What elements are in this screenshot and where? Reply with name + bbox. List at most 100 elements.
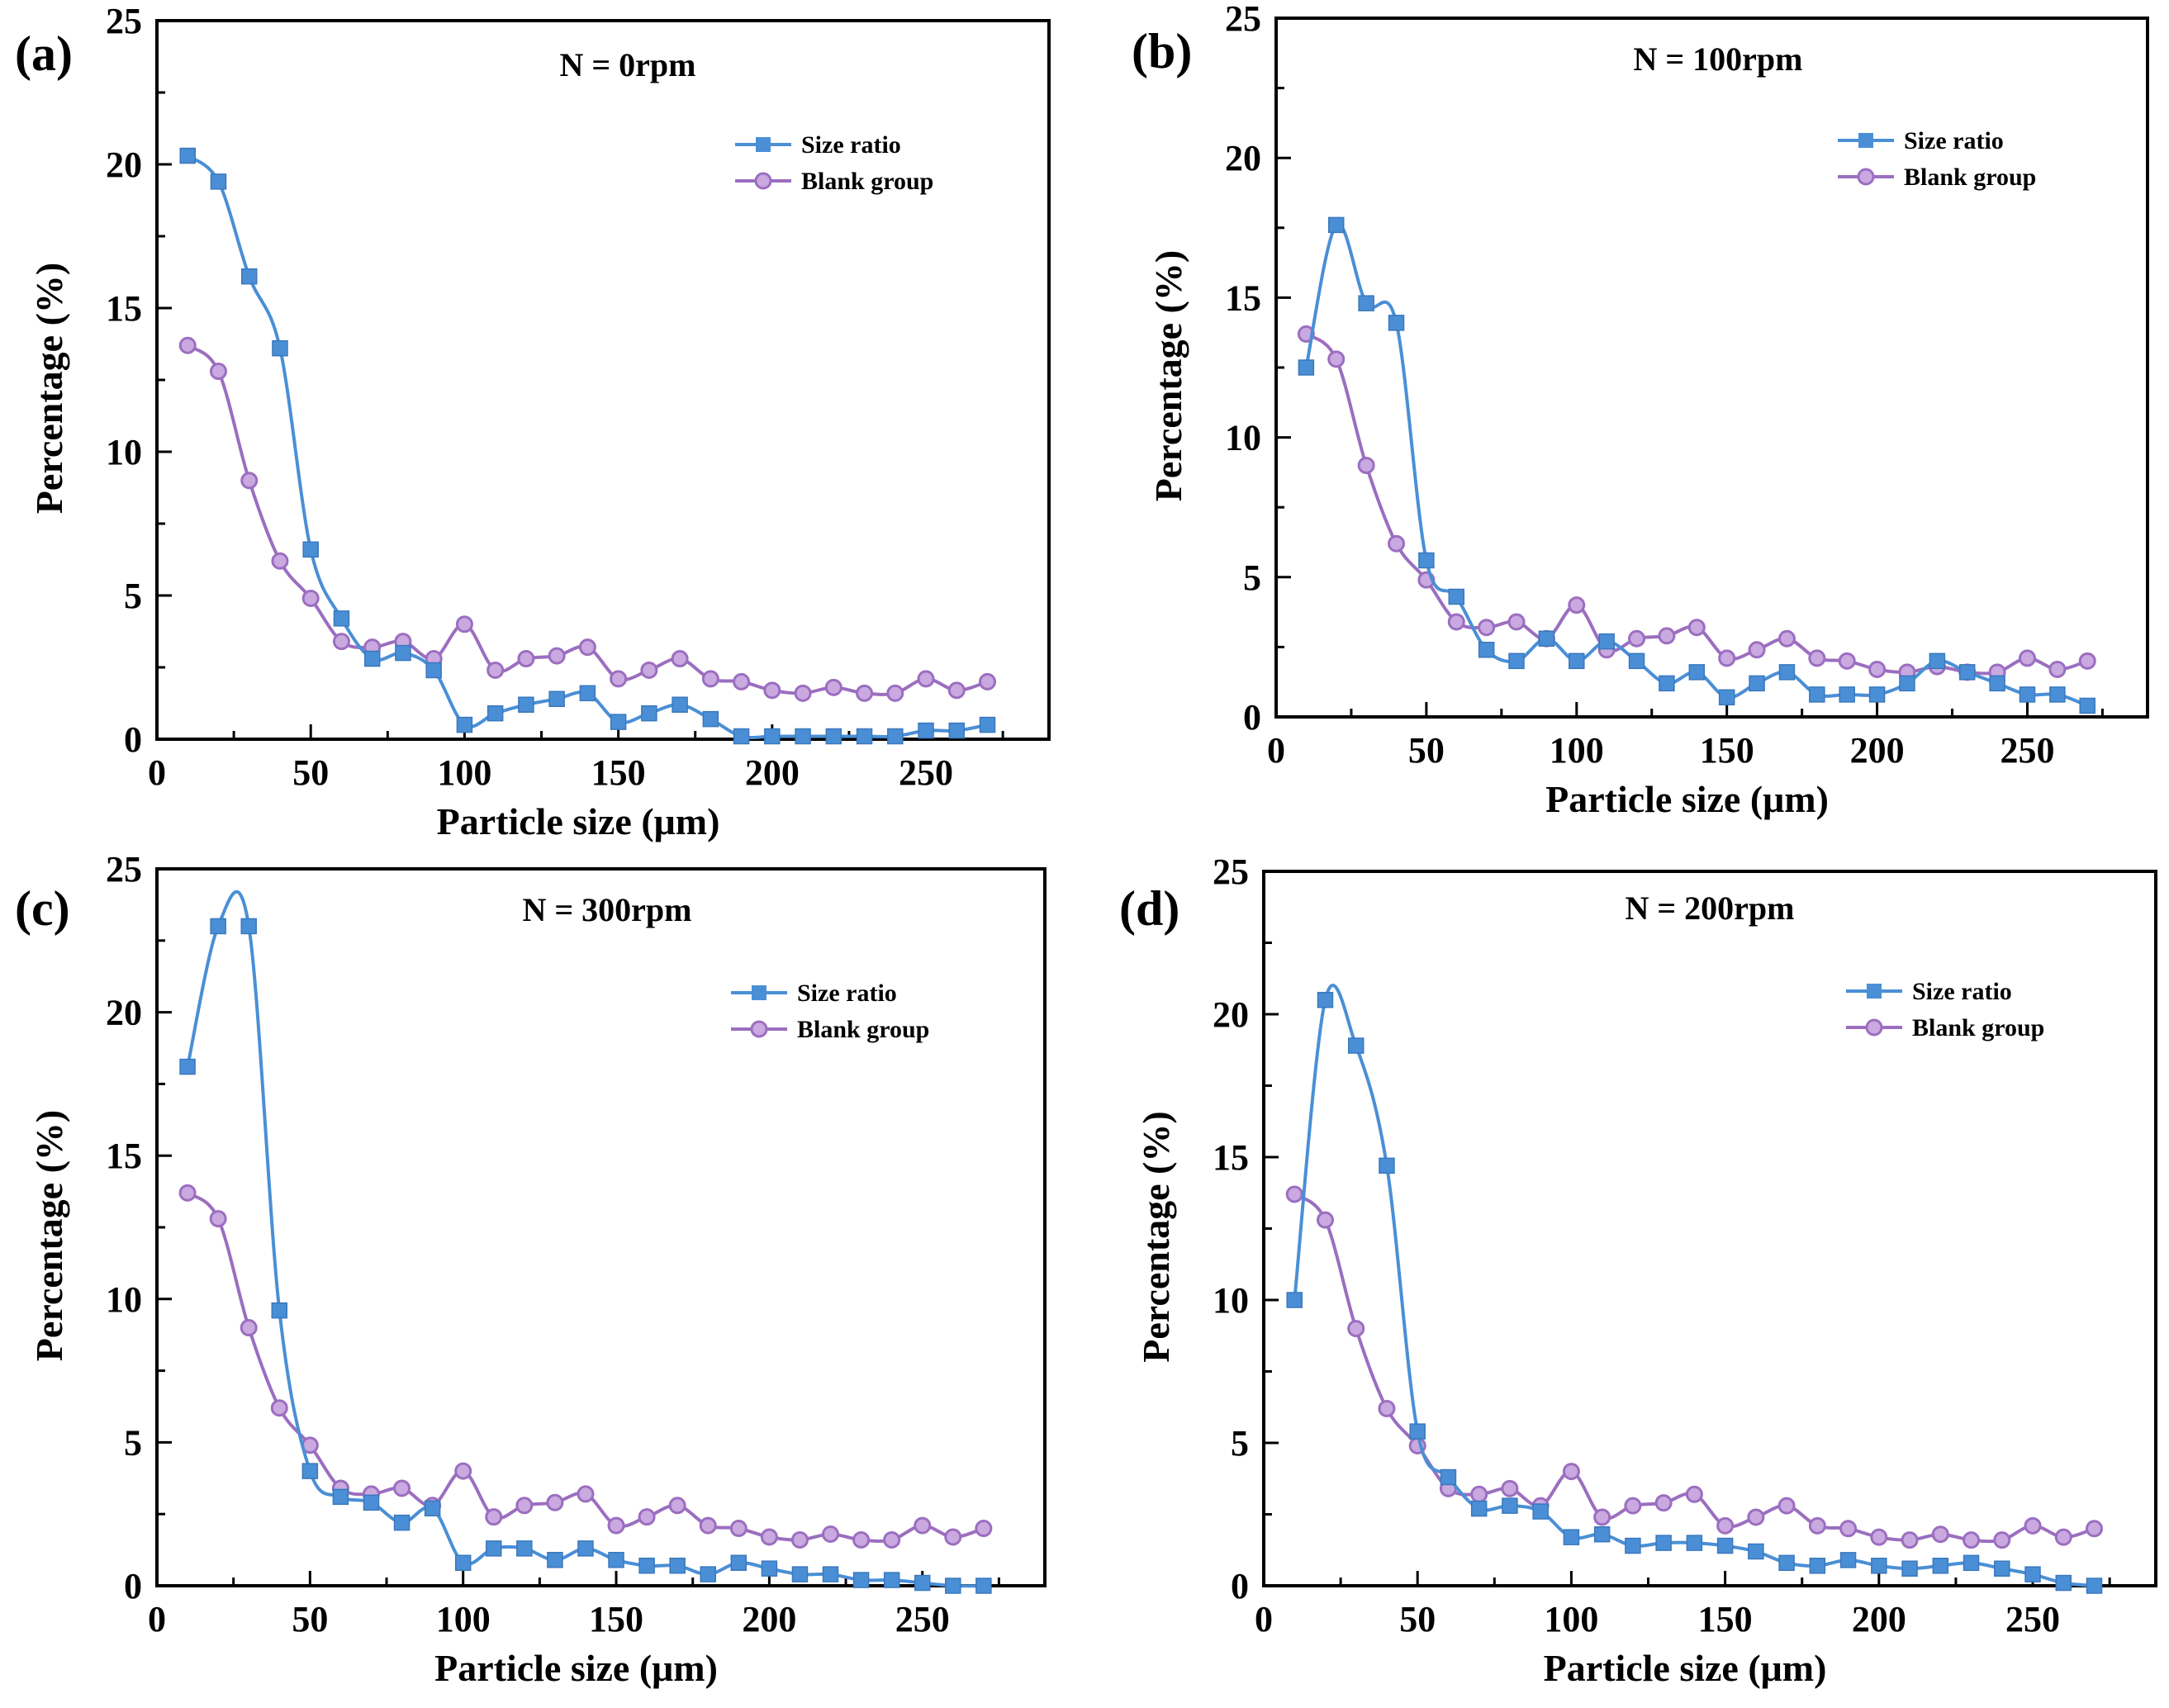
data-point-size-ratio-c	[271, 1302, 288, 1319]
x-tick-label-a: 200	[745, 752, 800, 793]
data-point-size-ratio-b	[1688, 664, 1706, 681]
data-point-size-ratio-d	[1871, 1558, 1887, 1574]
x-tick-label-b: 100	[1550, 730, 1604, 771]
data-point-size-ratio-c	[516, 1540, 533, 1557]
data-point-blank-group-d	[1685, 1485, 1703, 1503]
data-point-blank-group-c	[914, 1516, 932, 1535]
data-point-size-ratio-b	[1569, 652, 1585, 670]
data-point-size-ratio-a	[548, 690, 565, 708]
condition-label-d: N = 200rpm	[1626, 890, 1795, 927]
y-tick-label-a: 15	[106, 288, 142, 329]
x-tick-label-b: 250	[2000, 730, 2054, 771]
data-point-blank-group-b	[1687, 619, 1706, 637]
legend-marker-blank-group-a	[754, 172, 772, 190]
data-point-size-ratio-a	[579, 685, 596, 702]
data-point-blank-group-d	[2086, 1520, 2104, 1538]
panel-d: 0 50 100 150 200 250 0 5 10 15 20 25 Particle size (…	[1119, 852, 2157, 1689]
data-point-size-ratio-b	[1929, 652, 1946, 670]
data-point-size-ratio-b	[1659, 675, 1675, 692]
data-point-blank-group-c	[790, 1530, 809, 1549]
data-point-blank-group-a	[178, 336, 197, 354]
data-point-blank-group-d	[1347, 1320, 1365, 1338]
data-point-blank-group-b	[1447, 613, 1465, 631]
data-point-size-ratio-b	[1718, 689, 1735, 706]
data-point-size-ratio-c	[791, 1566, 809, 1582]
data-point-size-ratio-b	[1388, 315, 1405, 331]
data-point-blank-group-c	[178, 1184, 197, 1202]
y-tick-label-b: 15	[1225, 278, 1261, 318]
data-point-size-ratio-b	[1958, 664, 1976, 681]
y-tick-label-b: 0	[1243, 697, 1261, 738]
data-point-size-ratio-c	[179, 1058, 196, 1075]
panel-b: 0 50 100 150 200 250 0 5 10 15 20 25 Particle size (…	[1132, 0, 2149, 820]
x-tick-label-a: 250	[899, 752, 953, 793]
data-point-blank-group-a	[947, 681, 966, 700]
data-point-blank-group-d	[1808, 1516, 1826, 1535]
data-point-size-ratio-c	[608, 1552, 624, 1568]
data-point-size-ratio-a	[425, 662, 442, 679]
legend-label-size-ratio-b: Size ratio	[1904, 127, 2004, 154]
data-point-blank-group-d	[1285, 1185, 1303, 1203]
data-point-size-ratio-b	[1899, 675, 1915, 692]
data-point-blank-group-a	[271, 552, 289, 570]
data-point-size-ratio-c	[332, 1488, 349, 1506]
data-point-blank-group-a	[610, 670, 628, 688]
data-point-size-ratio-a	[456, 716, 473, 733]
plot-frame-b	[1274, 17, 2149, 719]
x-tick-label-c: 50	[292, 1599, 328, 1639]
legend-label-blank-group-a: Blank group	[801, 168, 933, 195]
x-axis-title-b: Particle size (μm)	[1545, 778, 1829, 820]
data-point-size-ratio-c	[240, 918, 257, 935]
data-point-size-ratio-d	[1440, 1468, 1457, 1486]
data-point-size-ratio-c	[730, 1554, 748, 1571]
data-point-size-ratio-c	[669, 1557, 686, 1574]
x-tick-label-c: 100	[436, 1599, 491, 1639]
panel-a: 0 50 100 150 200 250 0 5 10 15 20 25 Particle size (…	[15, 1, 1051, 842]
x-axis-title-a: Particle size (μm)	[437, 800, 720, 842]
data-point-blank-group-d	[1562, 1463, 1580, 1481]
y-tick-label-a: 10	[106, 432, 142, 472]
data-point-blank-group-b	[1507, 613, 1526, 631]
data-point-blank-group-b	[1478, 619, 1496, 637]
data-point-size-ratio-c	[210, 918, 226, 935]
data-point-size-ratio-d	[1809, 1558, 1826, 1574]
data-point-size-ratio-b	[1809, 686, 1825, 703]
data-point-size-ratio-a	[363, 650, 381, 667]
y-tick-label-c: 0	[124, 1566, 142, 1606]
data-point-size-ratio-b	[2049, 686, 2066, 703]
data-point-blank-group-a	[886, 684, 904, 702]
data-point-size-ratio-d	[1748, 1543, 1764, 1560]
data-point-size-ratio-a	[518, 696, 534, 713]
y-axis-title-d: Percentage (%)	[1135, 1111, 1177, 1362]
data-point-size-ratio-c	[363, 1494, 380, 1511]
data-point-blank-group-a	[917, 670, 935, 688]
data-point-blank-group-a	[332, 633, 350, 651]
x-tick-label-d: 250	[2005, 1599, 2060, 1639]
data-point-size-ratio-d	[1347, 1037, 1365, 1054]
y-tick-label-a: 20	[106, 145, 142, 185]
data-point-blank-group-c	[240, 1319, 258, 1337]
data-point-blank-group-d	[1378, 1399, 1396, 1417]
x-tick-label-d: 100	[1544, 1599, 1598, 1639]
data-point-blank-group-d	[1870, 1528, 1888, 1546]
legend-marker-blank-group-b	[1857, 168, 1875, 186]
x-tick-label-d: 200	[1852, 1599, 1906, 1639]
panel-label-d: (d)	[1119, 881, 1179, 936]
condition-label-b: N = 100rpm	[1634, 40, 1803, 78]
y-tick-label-d: 5	[1231, 1423, 1249, 1464]
data-point-size-ratio-d	[1593, 1525, 1611, 1543]
x-tick-label-b: 50	[1408, 730, 1445, 771]
y-tick-label-b: 5	[1243, 557, 1261, 598]
data-point-size-ratio-a	[179, 147, 196, 164]
data-point-blank-group-d	[1716, 1516, 1735, 1535]
data-point-blank-group-b	[2078, 652, 2096, 670]
data-point-blank-group-b	[1327, 350, 1346, 368]
data-point-blank-group-c	[822, 1525, 840, 1544]
y-tick-label-d: 20	[1213, 994, 1249, 1035]
data-point-size-ratio-b	[1418, 552, 1435, 569]
data-point-size-ratio-c	[700, 1566, 716, 1582]
data-point-blank-group-b	[1868, 660, 1887, 678]
plot-frame-c	[155, 867, 1047, 1587]
y-tick-label-b: 10	[1225, 418, 1261, 458]
